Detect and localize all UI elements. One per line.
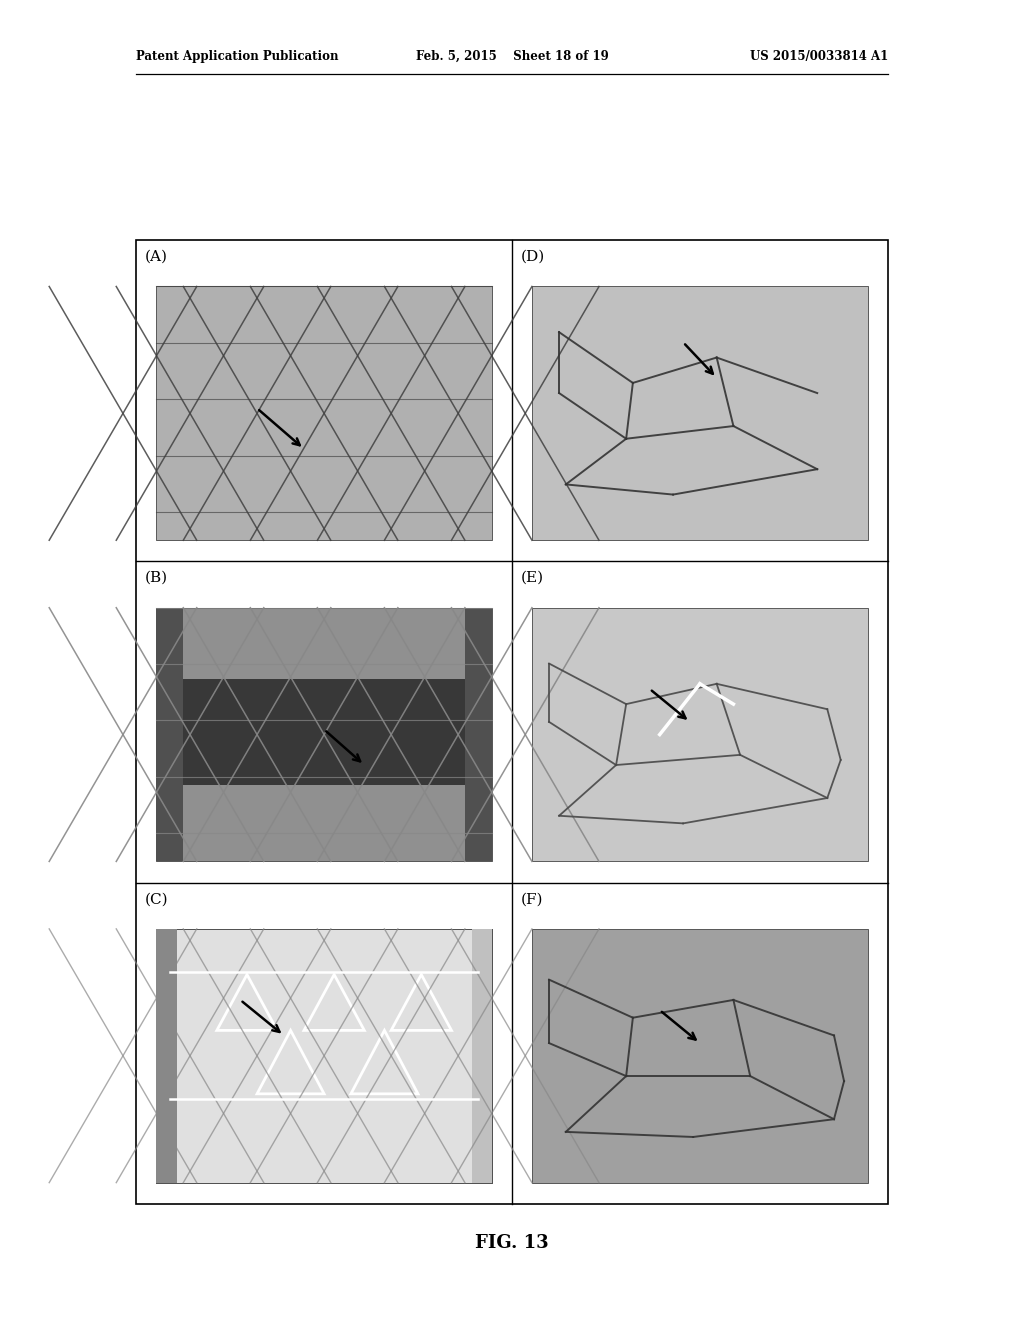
Bar (532, 286, 867, 540)
Text: (D): (D) (521, 249, 545, 264)
Bar (136, 240, 888, 1204)
Text: US 2015/0033814 A1: US 2015/0033814 A1 (750, 50, 888, 63)
Bar (157, 286, 492, 540)
Text: (A): (A) (145, 249, 168, 264)
Text: (E): (E) (521, 572, 544, 585)
Bar (472, 929, 492, 1183)
Bar (532, 607, 867, 862)
Bar (465, 607, 492, 862)
Bar (157, 929, 492, 1183)
Bar (157, 678, 492, 785)
Text: (F): (F) (521, 892, 544, 907)
Bar (157, 607, 183, 862)
Text: Patent Application Publication: Patent Application Publication (136, 50, 339, 63)
Text: Feb. 5, 2015    Sheet 18 of 19: Feb. 5, 2015 Sheet 18 of 19 (416, 50, 608, 63)
Text: (B): (B) (145, 572, 168, 585)
Text: (C): (C) (145, 892, 169, 907)
Bar (532, 929, 867, 1183)
Bar (157, 929, 492, 1183)
Text: FIG. 13: FIG. 13 (475, 1234, 549, 1253)
Bar (157, 929, 176, 1183)
Bar (157, 607, 492, 862)
